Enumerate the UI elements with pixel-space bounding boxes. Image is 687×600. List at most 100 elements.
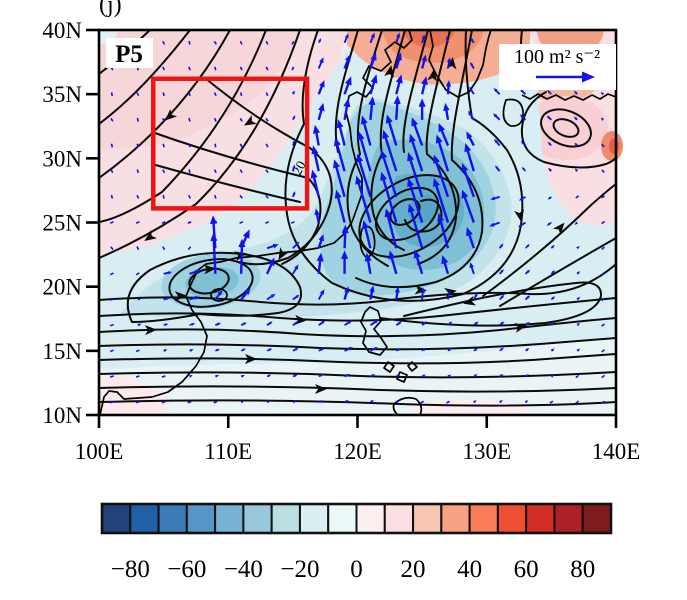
wind-vector-head xyxy=(519,114,524,118)
wind-vector-head xyxy=(311,145,319,155)
wind-vector xyxy=(363,224,372,249)
x-tick-label: 140E xyxy=(592,439,641,464)
wind-vector-head xyxy=(314,208,320,216)
contour-value-label: 20 xyxy=(289,158,309,177)
colorbar-cell xyxy=(327,503,358,534)
wind-vector xyxy=(265,66,269,71)
wind-vector-head xyxy=(551,348,555,352)
wind-vector-head xyxy=(600,117,605,121)
wind-vector-head xyxy=(398,321,402,325)
wind-vector xyxy=(239,221,244,224)
wind-vector xyxy=(188,40,191,45)
wind-vector-head xyxy=(194,295,200,300)
wind-vector xyxy=(601,374,605,379)
wind-vector-head xyxy=(364,252,372,262)
wind-vector-head xyxy=(547,89,551,94)
wind-vector xyxy=(187,221,192,224)
wind-vector-head xyxy=(394,286,400,293)
wind-vector xyxy=(162,92,165,97)
wind-vector xyxy=(239,40,243,45)
wind-vector-head xyxy=(371,374,376,377)
wind-vector-head xyxy=(397,348,401,351)
wind-vector xyxy=(136,117,139,122)
wind-vector-head xyxy=(445,80,452,87)
wind-vector-head xyxy=(461,189,469,199)
wind-vector xyxy=(362,120,372,146)
wind-vector-head xyxy=(421,76,428,86)
wind-vector xyxy=(239,117,243,122)
wind-vector xyxy=(162,194,165,199)
wind-vector xyxy=(601,143,605,148)
wind-vector-head xyxy=(422,348,427,352)
colorbar-border xyxy=(100,502,613,535)
wind-vector-head xyxy=(521,166,526,171)
wind-vector xyxy=(601,323,605,327)
colorbar-cell xyxy=(355,503,386,534)
flow-arrowhead xyxy=(245,354,257,364)
wind-vector-head xyxy=(396,32,401,38)
wind-vector xyxy=(109,220,114,225)
colorbar-cell xyxy=(101,503,132,534)
wind-vector xyxy=(446,400,450,404)
wind-vector xyxy=(265,169,269,174)
colorbar-tick-label: −60 xyxy=(167,556,206,583)
wind-vector-head xyxy=(194,269,201,274)
colorbar-tick-label: 20 xyxy=(401,556,426,583)
wind-vector xyxy=(213,400,218,404)
wind-vector-head xyxy=(420,287,425,293)
wind-vector-head xyxy=(548,167,552,172)
wind-vector-head xyxy=(210,232,218,242)
wind-vector xyxy=(239,92,243,97)
wind-vector-head xyxy=(526,243,530,248)
wind-vector-head xyxy=(318,234,324,242)
wind-vector-head xyxy=(270,293,276,298)
wind-vector-head xyxy=(524,400,529,404)
wind-vector xyxy=(312,150,320,172)
wind-vector-head xyxy=(407,177,414,188)
wind-vector-head xyxy=(448,348,452,352)
wind-vector xyxy=(290,221,295,224)
wind-vector-head xyxy=(546,222,551,226)
wind-vector xyxy=(312,174,320,198)
wind-vector-head xyxy=(574,221,578,225)
wind-vector xyxy=(408,156,424,198)
wind-vector-head xyxy=(321,347,326,351)
x-tick-label: 100E xyxy=(75,439,124,464)
wind-vector-head xyxy=(267,374,272,378)
wind-vector-head xyxy=(574,168,579,172)
wind-vector-head xyxy=(321,320,326,324)
wind-vector-head xyxy=(318,38,322,42)
wind-vector-head xyxy=(163,349,168,352)
wind-vector-head xyxy=(409,133,416,143)
wind-vector-head xyxy=(464,142,472,153)
wind-vector-head xyxy=(493,88,498,92)
wind-vector-head xyxy=(240,400,245,404)
wind-vector-head xyxy=(357,131,365,141)
wind-vector xyxy=(135,400,140,404)
wind-vector xyxy=(462,193,475,223)
colorbar-cell xyxy=(468,503,499,534)
vector-legend-box xyxy=(499,44,616,90)
wind-vector xyxy=(465,147,475,172)
wind-vector xyxy=(549,400,554,404)
wind-vector-head xyxy=(310,169,318,179)
wind-vector xyxy=(265,117,269,122)
wind-vector-head xyxy=(526,295,531,299)
wind-vector xyxy=(414,253,424,275)
wind-vector xyxy=(162,169,166,174)
wind-vector-head xyxy=(334,137,341,147)
wind-vector xyxy=(575,374,580,379)
wind-vector xyxy=(162,40,166,45)
wind-vector xyxy=(110,92,114,97)
x-tick-label: 120E xyxy=(333,439,382,464)
wind-vector xyxy=(136,92,140,97)
wind-vector-head xyxy=(445,36,449,40)
wind-vector-head xyxy=(137,323,142,327)
wind-vector-head xyxy=(243,322,247,326)
wind-vector-head xyxy=(576,322,581,327)
wind-vector-head xyxy=(369,285,375,293)
wind-vector xyxy=(438,217,450,249)
wind-vector xyxy=(136,143,140,148)
wind-vector-head xyxy=(319,80,325,88)
vector-field xyxy=(109,32,606,404)
